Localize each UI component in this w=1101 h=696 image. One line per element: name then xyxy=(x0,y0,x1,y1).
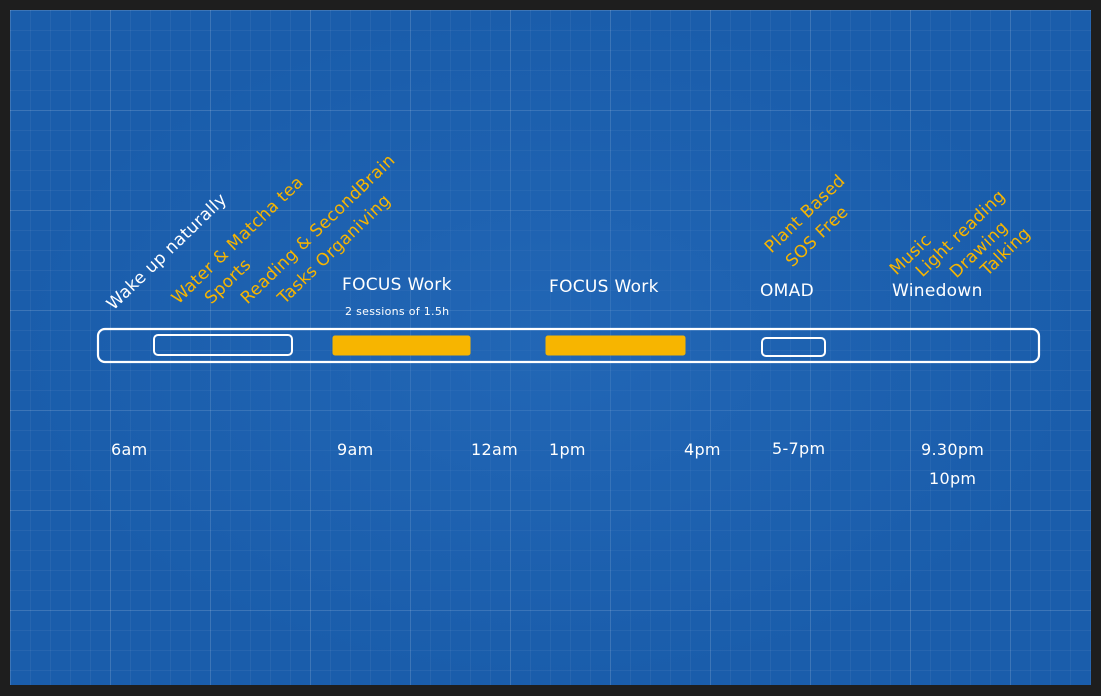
time-4pm: 4pm xyxy=(684,440,721,459)
timeline-bar xyxy=(96,327,1041,364)
focus-block-2 xyxy=(545,335,686,356)
focus-block-1 xyxy=(332,335,471,356)
time-9am: 9am xyxy=(337,440,374,459)
focus1-note: 2 sessions of 1.5h xyxy=(345,305,450,318)
time-5-7pm: 5-7pm xyxy=(772,439,826,458)
focus1-title: FOCUS Work xyxy=(342,275,452,295)
focus2-title: FOCUS Work xyxy=(549,277,659,297)
winedown-title: Winedown xyxy=(892,281,983,301)
time-6am: 6am xyxy=(111,440,148,459)
time-12am: 12am xyxy=(471,440,518,459)
time-1pm: 1pm xyxy=(549,440,586,459)
time-9-30pm: 9.30pm xyxy=(921,440,985,459)
time-10pm: 10pm xyxy=(929,469,977,488)
omad-block xyxy=(761,337,826,357)
omad-title: OMAD xyxy=(760,281,814,301)
morning-block xyxy=(153,334,293,356)
